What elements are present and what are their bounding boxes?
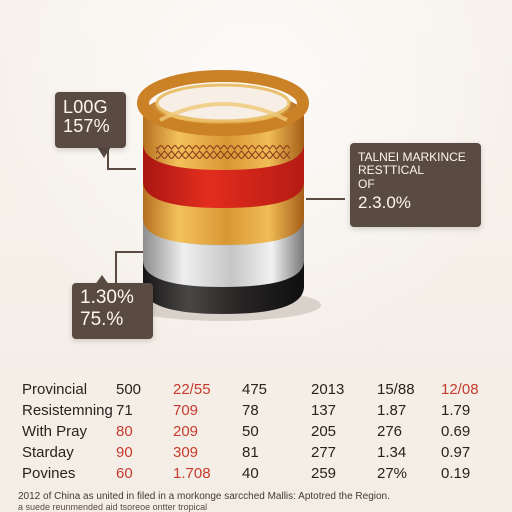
table-cell: Starday: [22, 444, 74, 461]
ring-inner-highlight: [159, 102, 288, 122]
table-row: Provincial 500 22/55 475 2013 15/88 12/0…: [22, 381, 492, 402]
table-cell: 50: [242, 423, 259, 440]
table-cell: 205: [311, 423, 337, 440]
table-cell: 209: [173, 423, 199, 440]
left-bottom-callout: 1.30% 75.%: [72, 283, 153, 339]
right-callout-line-4: 2.3.0%: [358, 193, 411, 213]
table-cell: 1.708: [173, 465, 211, 482]
left-bottom-callout-line-1: 1.30%: [80, 287, 134, 308]
right-callout-line-1: TALNEI MARKINCE: [358, 150, 466, 164]
right-callout-line-2: RESTTICAL: [358, 163, 425, 178]
table-cell: 81: [242, 444, 259, 461]
left-top-callout-line-2: 157%: [63, 115, 110, 136]
table-cell: 60: [116, 465, 133, 482]
left-top-callout: L00G 157%: [55, 92, 126, 148]
table-cell: 309: [173, 444, 199, 461]
table-cell: 0.19: [441, 465, 471, 482]
table-cell: 27%: [377, 465, 408, 482]
table-row: Starday 90 309 81 277 1.34 0.97: [22, 444, 492, 465]
ring-rim-outer: [137, 70, 309, 136]
right-callout: TALNEI MARKINCE RESTTICAL OF 2.3.0%: [350, 143, 481, 227]
table-cell: 475: [242, 381, 268, 398]
table-cell: 15/88: [377, 381, 415, 398]
stacked-ring-illustration: [107, 70, 345, 321]
data-table: Provincial 500 22/55 475 2013 15/88 12/0…: [22, 381, 492, 494]
footer-line-1: 2012 of China as united in filed in a mo…: [18, 491, 390, 502]
table-row: Resistemning 71 709 78 137 1.87 1.79: [22, 402, 492, 423]
table-cell: 80: [116, 423, 133, 440]
table-cell: 2013: [311, 381, 345, 398]
table-cell: 276: [377, 423, 403, 440]
left-top-callout-line-1: L00G: [63, 97, 108, 117]
table-cell: 1.34: [377, 444, 407, 461]
right-callout-line-3: OF: [358, 176, 375, 191]
table-cell: 12/08: [441, 381, 479, 398]
footer-line-2: a suede reunmended aid tsoreoe ontter tr…: [18, 501, 208, 512]
table-cell: 709: [173, 402, 199, 419]
table-cell: With Pray: [22, 423, 88, 440]
table-cell: Resistemning: [22, 402, 113, 419]
table-cell: 40: [242, 465, 259, 482]
table-cell: 71: [116, 402, 133, 419]
table-cell: 0.69: [441, 423, 471, 440]
table-cell: 78: [242, 402, 259, 419]
left-bottom-connector: [115, 251, 143, 286]
table-cell: 259: [311, 465, 337, 482]
table-cell: Provincial: [22, 381, 88, 398]
left-bottom-callout-line-2: 75.%: [80, 309, 124, 331]
table-cell: 137: [311, 402, 337, 419]
footer-note: 2012 of China as united in filed in a mo…: [18, 491, 498, 512]
table-row: Povines 60 1.708 40 259 27% 0.19: [22, 465, 492, 486]
table-row: With Pray 80 209 50 205 276 0.69: [22, 423, 492, 444]
table-cell: 500: [116, 381, 142, 398]
table-cell: Povines: [22, 465, 76, 482]
ornament-band: [156, 145, 290, 159]
table-cell: 22/55: [173, 381, 211, 398]
table-cell: 1.79: [441, 402, 471, 419]
table-cell: 0.97: [441, 444, 471, 461]
table-cell: 277: [311, 444, 337, 461]
table-cell: 90: [116, 444, 133, 461]
table-cell: 1.87: [377, 402, 407, 419]
